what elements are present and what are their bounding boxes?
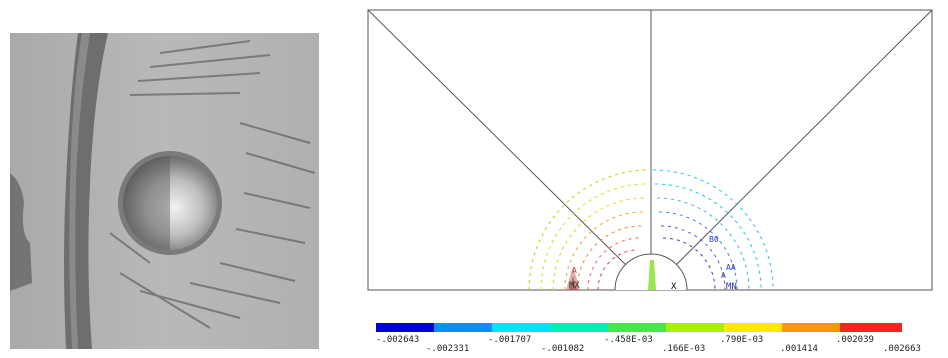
legend-swatch-9 [840,323,902,332]
min-marker: MN [726,282,737,292]
contour-label-left-a: A [572,266,577,275]
legend-label-6: .166E-03 [662,344,705,354]
contour-label-a: A [721,271,726,280]
left-contours [528,169,650,291]
right-contours [652,169,774,291]
legend-label-4: -.001082 [541,344,584,354]
fea-contour-svg: MX X MN B0 AA A A -.002643 -.001707 -.45… [367,9,933,354]
specimen-photo-image [10,33,319,349]
legend-label-5: -.458E-03 [604,335,653,345]
x-marker: X [671,282,677,292]
contour-label-aa: AA [726,263,736,272]
legend-label-9: .002039 [836,335,874,345]
legend-swatch-4 [550,323,608,332]
fea-contour-plot: MX X MN B0 AA A A -.002643 -.001707 -.45… [366,8,936,354]
contour-label-b0: B0 [709,235,719,244]
specimen-photo [10,33,319,349]
legend-swatch-2 [434,323,492,332]
legend-label-8: .001414 [780,344,818,354]
plot-frame [367,9,933,291]
legend-swatch-7 [724,323,782,332]
legend-swatch-5 [608,323,666,332]
legend-label-10: .002663 [883,344,921,354]
legend-swatch-6 [666,323,724,332]
legend-label-1: -.002643 [376,335,419,345]
legend-label-7: .790E-03 [720,335,763,345]
legend-swatch-1 [376,323,434,332]
legend-swatch-3 [492,323,550,332]
legend-label-2: -.002331 [426,344,469,354]
legend-swatch-8 [782,323,840,332]
max-marker: MX [569,281,580,291]
legend-label-3: -.001707 [488,335,531,345]
color-legend: -.002643 -.001707 -.458E-03 .790E-03 .00… [376,323,921,354]
